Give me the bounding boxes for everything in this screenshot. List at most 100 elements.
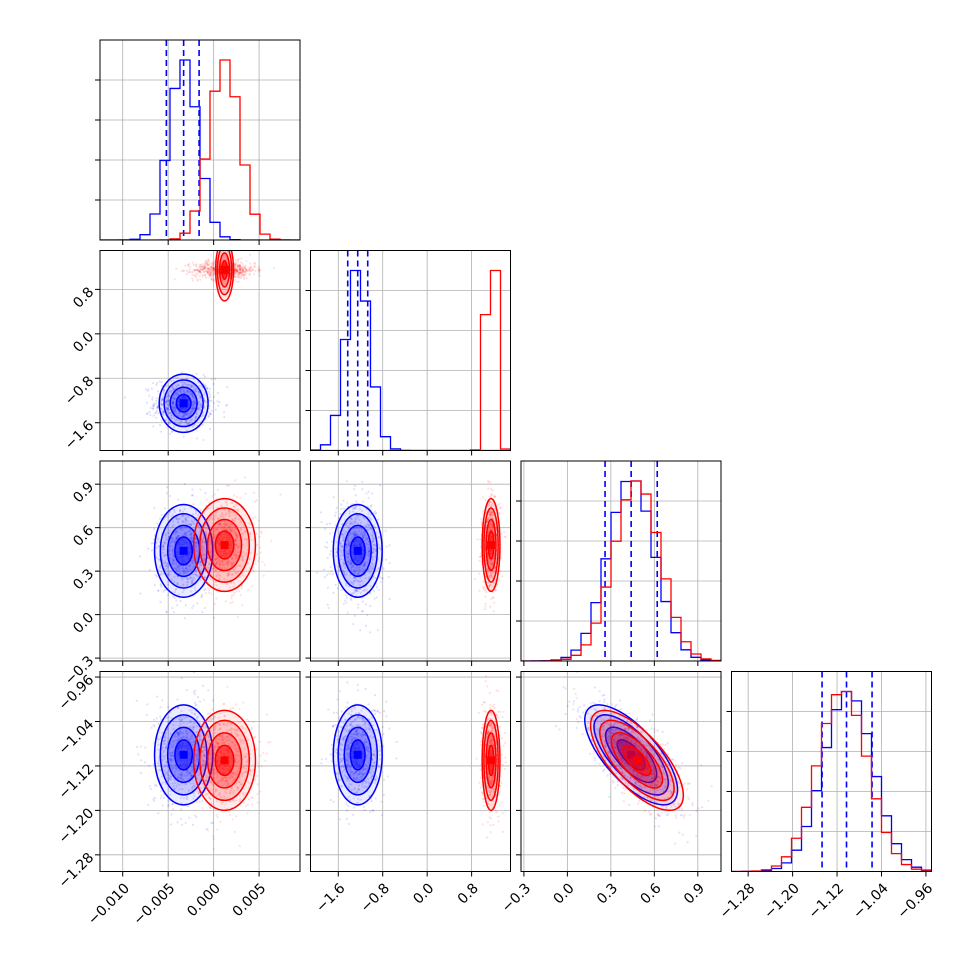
scatter-point [490, 574, 493, 578]
scatter-point [494, 589, 497, 592]
scatter-point [223, 416, 226, 419]
scatter-point [326, 556, 329, 560]
scatter-point [174, 384, 177, 387]
scatter-point [498, 580, 501, 583]
scatter-point [212, 278, 215, 281]
scatter-point [215, 575, 218, 578]
scatter-point [352, 592, 355, 595]
scatter-point [217, 565, 220, 568]
scatter-point [329, 532, 332, 535]
scatter-point [193, 693, 196, 696]
scatter-point [172, 784, 175, 788]
scatter-point [158, 738, 161, 741]
scatter-point [172, 559, 175, 562]
scatter-point [334, 583, 337, 586]
scatter-point [192, 403, 195, 406]
scatter-point [375, 511, 378, 515]
scatter-point [373, 543, 376, 546]
scatter-point [352, 564, 355, 567]
scatter-point [174, 418, 177, 421]
scatter-point [218, 565, 221, 568]
scatter-point [182, 514, 185, 517]
scatter-point [203, 526, 206, 529]
scatter-point [178, 517, 181, 520]
scatter-point [206, 271, 210, 275]
scatter-point [244, 274, 247, 277]
scatter-point [480, 520, 483, 524]
scatter-point [178, 422, 181, 425]
scatter-point [185, 377, 188, 380]
scatter-point [381, 577, 384, 580]
scatter-point [197, 407, 200, 410]
scatter-point [504, 535, 507, 539]
scatter-point [191, 581, 194, 584]
scatter-point [230, 530, 233, 534]
scatter-point [164, 418, 168, 422]
scatter-point [478, 589, 481, 593]
scatter-point [174, 766, 177, 769]
scatter-point [220, 505, 223, 508]
scatter-point [343, 532, 346, 535]
scatter-point [353, 614, 357, 617]
scatter-point [203, 517, 206, 520]
scatter-point [489, 573, 492, 576]
scatter-point [340, 588, 343, 592]
scatter-point [166, 740, 169, 744]
scatter-point [167, 421, 171, 424]
panel-0-0 [95, 39, 301, 245]
scatter-point [329, 565, 332, 568]
scatter-point [364, 524, 367, 527]
scatter-point [259, 530, 263, 533]
scatter-point [234, 543, 238, 546]
scatter-point [208, 562, 211, 565]
scatter-point [180, 420, 184, 423]
scatter-point [371, 534, 375, 537]
scatter-point [209, 525, 212, 529]
scatter-point [216, 562, 219, 566]
scatter-point [326, 546, 329, 549]
scatter-point [198, 384, 201, 388]
scatter-point [172, 559, 175, 562]
scatter-point [185, 419, 188, 422]
scatter-point [184, 532, 187, 535]
scatter-point [208, 507, 211, 510]
scatter-point [204, 492, 207, 495]
scatter-point [207, 259, 210, 263]
scatter-point [180, 808, 183, 811]
scatter-point [204, 780, 207, 783]
scatter-point [235, 270, 238, 274]
scatter-point [231, 529, 234, 532]
scatter-point [196, 602, 199, 605]
scatter-point [234, 479, 237, 482]
scatter-point [364, 603, 368, 606]
scatter-point [199, 394, 202, 397]
scatter-point [209, 266, 213, 269]
scatter-point [223, 508, 226, 511]
scatter-point [145, 388, 148, 391]
scatter-point [164, 400, 168, 403]
scatter-point [208, 275, 211, 279]
scatter-point [233, 539, 237, 543]
scatter-point [181, 567, 184, 570]
scatter-point [189, 568, 192, 572]
scatter-point [332, 591, 335, 594]
scatter-point [246, 269, 249, 272]
scatter-point [185, 412, 189, 415]
scatter-point [160, 513, 163, 517]
panel-2-0: −0.30.00.30.60.9 [62, 460, 301, 688]
scatter-point [237, 270, 240, 274]
scatter-point [202, 270, 206, 274]
scatter-point [175, 517, 178, 520]
scatter-point [152, 403, 155, 406]
scatter-point [369, 567, 372, 570]
scatter-point [345, 601, 348, 604]
scatter-point [201, 414, 205, 417]
scatter-point [173, 406, 177, 410]
scatter-point [234, 263, 237, 266]
scatter-point [234, 259, 238, 262]
scatter-point [241, 262, 244, 266]
scatter-point [354, 494, 357, 497]
scatter-point [195, 550, 198, 553]
scatter-point [214, 556, 218, 559]
scatter-point [198, 735, 201, 738]
